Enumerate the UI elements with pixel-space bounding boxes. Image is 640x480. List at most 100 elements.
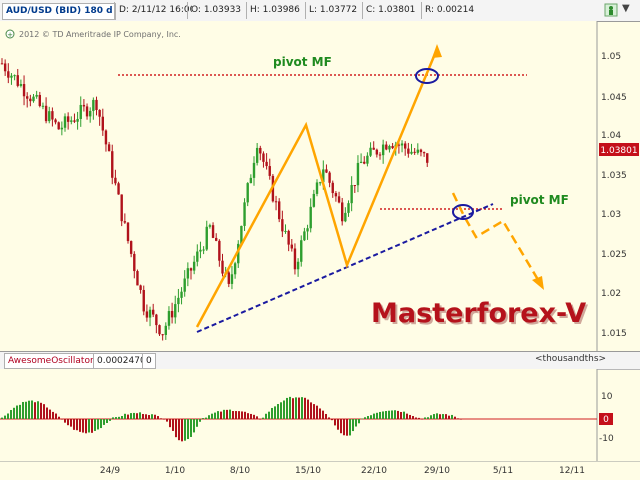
y-tick-1-015: 1.015 <box>601 329 627 339</box>
candle-body <box>407 148 410 154</box>
candle-body <box>76 118 79 122</box>
oscillator-bar <box>112 417 114 419</box>
oscillator-bar <box>229 409 231 419</box>
oscillator-bar <box>370 415 372 419</box>
oscillator-bar <box>367 416 369 419</box>
osc-tick-10: 10 <box>601 392 613 402</box>
symbol-label[interactable]: AUD/USD (BID) 180 d 4h <box>2 3 116 20</box>
oscillator-bar <box>433 414 435 419</box>
oscillator-bar <box>334 419 336 426</box>
oscillator-bar <box>121 415 123 419</box>
oscillator-bar <box>28 400 30 419</box>
oscillator-bar <box>31 400 33 419</box>
copyright-text: 2012 © TD Ameritrade IP Company, Inc. <box>19 30 181 39</box>
y-tick-1-03: 1.03 <box>601 210 621 220</box>
candle-body <box>315 182 319 194</box>
oscillator-bar <box>430 415 432 419</box>
oscillator-bar <box>256 416 258 419</box>
y-tick-1-045: 1.045 <box>601 93 627 103</box>
oscillator-bar <box>43 404 45 419</box>
candle-body <box>101 116 104 131</box>
oscillator-bar <box>247 413 249 419</box>
pivot-label-upper: pivot MF <box>273 55 332 69</box>
oscillator-bar <box>1 417 3 419</box>
oscillator-bar <box>49 409 51 419</box>
oscillator-bar <box>460 419 462 420</box>
oscillator-bar <box>364 417 366 419</box>
candle-body <box>246 183 249 203</box>
x-tick-8-10: 8/10 <box>230 466 250 476</box>
oscillator-bar <box>310 402 312 419</box>
oscillator-bar <box>337 419 339 430</box>
oscillator-bar <box>22 401 24 419</box>
candle-body <box>7 71 10 78</box>
candle-body <box>290 244 293 249</box>
candle-body <box>347 203 350 213</box>
candle-body <box>422 152 426 154</box>
open-readout: O: 1.03933 <box>191 5 242 15</box>
oscillator-bar <box>202 418 204 419</box>
low-readout: L: 1.03772 <box>309 5 358 15</box>
candle-body <box>356 162 360 186</box>
oscillator-bar <box>40 402 42 419</box>
candle-body <box>54 119 57 123</box>
candle-body <box>252 162 256 178</box>
oscillator-bar <box>421 418 423 420</box>
candle-body <box>369 147 372 156</box>
oscillator-name[interactable]: AwesomeOscillator <box>4 353 98 369</box>
oscillator-bar <box>304 397 306 419</box>
oscillator-bar <box>412 416 414 419</box>
candle-body <box>26 96 29 99</box>
x-tick-15-10: 15/10 <box>295 466 321 476</box>
candle-body <box>306 228 309 232</box>
candle-body <box>60 127 64 130</box>
candle-body <box>363 161 366 164</box>
oscillator-bar <box>163 419 165 420</box>
candle-body <box>73 120 76 122</box>
oscillator-bar <box>382 411 384 419</box>
candle-body <box>192 261 196 271</box>
menu-arrow-icon[interactable]: ▼ <box>622 3 630 14</box>
price-chart: + 2012 © TD Ameritrade IP Company, Inc. … <box>0 21 639 351</box>
candle-body <box>32 96 35 102</box>
oscillator-bar <box>157 416 159 419</box>
candle-body <box>366 155 369 164</box>
oscillator-bar <box>424 417 426 419</box>
oscillator-bar <box>64 419 66 423</box>
osc-tick-minus10: -10 <box>599 434 614 444</box>
candle-body <box>79 104 82 119</box>
candle-body <box>325 169 328 173</box>
candle-body <box>404 143 407 149</box>
y-axis: 1.05 1.045 1.04 1.035 1.03 1.025 1.02 1.… <box>601 52 627 339</box>
oscillator-bar <box>82 419 84 433</box>
candle-body <box>199 249 202 252</box>
oscillator-bar <box>58 416 60 419</box>
candle-body <box>265 161 268 167</box>
oscillator-bar <box>139 412 141 419</box>
candle-body <box>139 285 142 290</box>
figure-icon[interactable] <box>604 2 618 18</box>
candle-body <box>114 177 117 184</box>
candle-body <box>331 182 334 194</box>
range-readout: R: 0.00214 <box>425 5 475 15</box>
candle-body <box>152 309 155 315</box>
oscillator-bar <box>94 419 96 431</box>
candle-body <box>196 251 199 262</box>
candle-body <box>318 182 322 184</box>
orange-arrowhead-down <box>532 276 544 290</box>
oscillator-bar <box>37 401 39 419</box>
oscillator-bar <box>397 410 399 419</box>
oscillator-bar <box>301 397 303 419</box>
candle-body <box>353 185 356 187</box>
oscillator-bar <box>352 419 354 432</box>
oscillator-bar <box>55 413 57 419</box>
oscillator-bar <box>124 413 126 419</box>
oscillator-bar <box>130 413 132 419</box>
candle-body <box>381 144 385 156</box>
candle-body <box>13 75 16 77</box>
candle-body <box>296 261 300 270</box>
candle-body <box>95 99 98 110</box>
candle-body <box>344 212 347 222</box>
oscillator-bar <box>289 396 291 419</box>
oscillator-bar <box>73 419 75 430</box>
